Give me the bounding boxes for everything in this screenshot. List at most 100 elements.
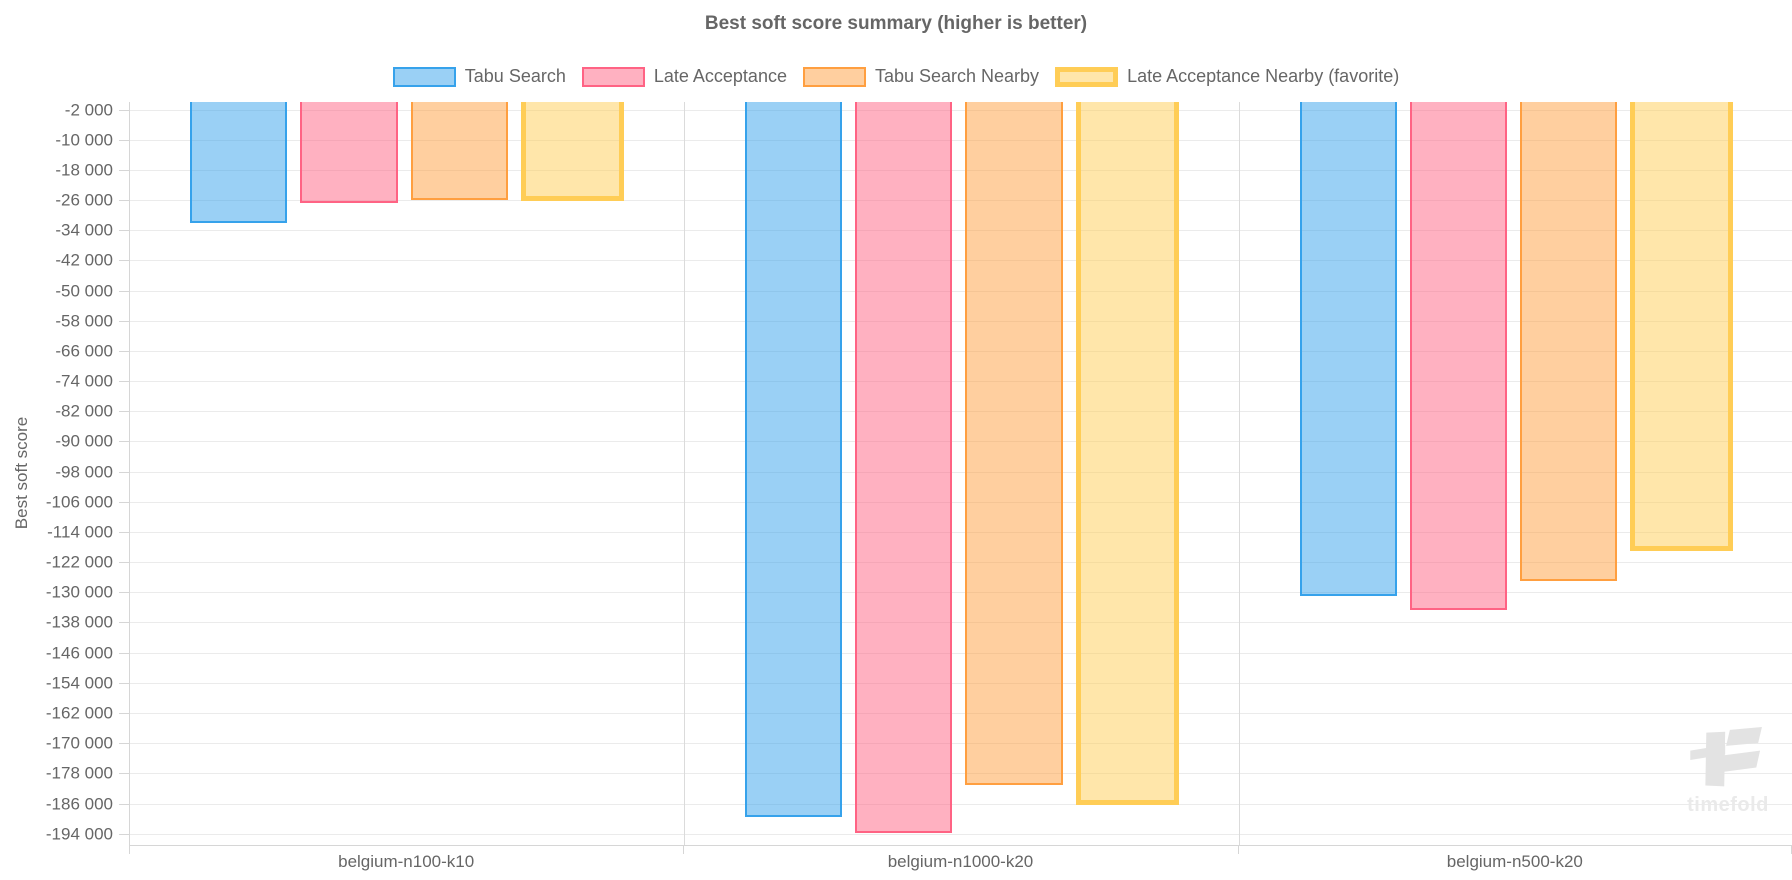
y-tick-label: -2 000 xyxy=(64,100,113,120)
y-tick-mark xyxy=(119,230,129,232)
x-axis-labels: belgium-n100-k10 belgium-n1000-k20 belgi… xyxy=(129,852,1792,872)
y-tick-label: -34 000 xyxy=(55,220,113,240)
legend-label: Tabu Search xyxy=(464,66,566,86)
legend: Tabu Search Late Acceptance Tabu Search Ne… xyxy=(0,66,1792,87)
h-gridline xyxy=(130,833,1792,835)
legend-item-late-acceptance[interactable]: Late Acceptance xyxy=(581,66,787,87)
x-axis-tick xyxy=(1237,845,1239,854)
h-gridline xyxy=(130,562,1792,564)
legend-label: Tabu Search Nearby xyxy=(874,66,1040,86)
bar-group xyxy=(1238,102,1792,845)
y-tick-label: -82 000 xyxy=(55,401,113,421)
h-gridline xyxy=(130,471,1792,473)
x-category-label: belgium-n500-k20 xyxy=(1446,852,1583,871)
timefold-logo-icon xyxy=(1690,727,1762,787)
y-tick-mark xyxy=(119,139,129,141)
h-gridline xyxy=(130,803,1792,805)
legend-swatch xyxy=(802,66,866,87)
y-tick-label: -74 000 xyxy=(55,371,113,391)
y-tick-label: -170 000 xyxy=(45,733,113,753)
legend-item-tabu-search[interactable]: Tabu Search xyxy=(392,66,566,87)
y-tick-mark xyxy=(119,260,129,262)
bar-group xyxy=(130,102,684,845)
y-tick-label: -146 000 xyxy=(45,643,113,663)
y-tick-mark xyxy=(119,562,129,564)
bar-tabu-search-nearby-belgium-n1000-k20[interactable] xyxy=(965,102,1063,785)
legend-swatch xyxy=(1055,66,1119,87)
bar-tabu-search-belgium-n100-k10[interactable] xyxy=(190,102,288,224)
h-gridline xyxy=(130,139,1792,141)
y-tick-label: -18 000 xyxy=(55,160,113,180)
y-tick-mark xyxy=(119,109,129,111)
h-gridline xyxy=(130,411,1792,413)
y-tick-mark xyxy=(119,592,129,594)
bar-late-acceptance-nearby-favorite-belgium-n1000-k20[interactable] xyxy=(1075,102,1179,806)
y-tick-mark xyxy=(119,441,129,443)
y-tick-mark xyxy=(119,290,129,292)
bar-late-acceptance-belgium-n1000-k20[interactable] xyxy=(855,102,953,833)
y-tick-label: -98 000 xyxy=(55,462,113,482)
y-tick-mark xyxy=(119,471,129,473)
h-gridline xyxy=(130,260,1792,262)
y-tick-label: -154 000 xyxy=(45,673,113,693)
bar-late-acceptance-nearby-favorite-belgium-n100-k10[interactable] xyxy=(520,102,625,201)
y-tick-mark xyxy=(119,411,129,413)
y-tick-label: -10 000 xyxy=(55,130,113,150)
y-tick-mark xyxy=(119,803,129,805)
bar-tabu-search-belgium-n500-k20[interactable] xyxy=(1299,102,1397,597)
h-gridline xyxy=(130,652,1792,654)
y-tick-label: -130 000 xyxy=(45,582,113,602)
y-tick-mark xyxy=(119,200,129,202)
y-tick-mark xyxy=(119,652,129,654)
bar-late-acceptance-belgium-n100-k10[interactable] xyxy=(300,102,398,203)
legend-item-tabu-search-nearby[interactable]: Tabu Search Nearby xyxy=(802,66,1040,87)
x-category-label: belgium-n100-k10 xyxy=(338,852,475,871)
y-tick-label: -42 000 xyxy=(55,250,113,270)
bar-late-acceptance-nearby-favorite-belgium-n500-k20[interactable] xyxy=(1629,102,1733,551)
y-tick-mark xyxy=(119,531,129,533)
h-gridline xyxy=(130,169,1792,171)
y-tick-label: -138 000 xyxy=(45,612,113,632)
bar-late-acceptance-belgium-n500-k20[interactable] xyxy=(1409,102,1507,610)
y-tick-mark xyxy=(119,743,129,745)
y-tick-label: -122 000 xyxy=(45,552,113,572)
y-tick-label: -90 000 xyxy=(55,431,113,451)
bar-tabu-search-belgium-n1000-k20[interactable] xyxy=(745,102,843,818)
h-gridline xyxy=(130,531,1792,533)
x-axis-tick xyxy=(683,845,685,854)
y-tick-label: -178 000 xyxy=(45,763,113,783)
x-axis-tick xyxy=(129,845,130,854)
legend-swatch xyxy=(392,66,456,87)
y-tick-mark xyxy=(119,682,129,684)
legend-label: Late Acceptance Nearby (favorite) xyxy=(1127,66,1400,86)
legend-item-late-acceptance-nearby-favorite[interactable]: Late Acceptance Nearby (favorite) xyxy=(1055,66,1399,87)
h-gridline xyxy=(130,320,1792,322)
h-gridline xyxy=(130,773,1792,775)
h-gridline xyxy=(130,712,1792,714)
watermark-text: timefold xyxy=(1687,794,1769,816)
h-gridline xyxy=(130,501,1792,503)
bar-tabu-search-nearby-belgium-n100-k10[interactable] xyxy=(410,102,508,201)
y-tick-label: -26 000 xyxy=(55,190,113,210)
y-tick-label: -162 000 xyxy=(45,703,113,723)
x-category-label: belgium-n1000-k20 xyxy=(887,852,1034,871)
y-tick-mark xyxy=(119,320,129,322)
watermark: timefold xyxy=(1680,727,1776,817)
h-gridline xyxy=(130,622,1792,624)
plot-area: -2 000 -10 000 -18 000 -26 000 -34 000 -42 00… xyxy=(46,101,1792,846)
y-tick-label: -194 000 xyxy=(45,824,113,844)
y-tick-mark xyxy=(119,833,129,835)
bar-tabu-search-nearby-belgium-n500-k20[interactable] xyxy=(1519,102,1617,581)
h-gridline xyxy=(130,743,1792,745)
y-axis-title: Best soft score xyxy=(12,416,31,530)
chart-title: Best soft score summary (higher is bette… xyxy=(704,13,1088,34)
y-tick-label: -114 000 xyxy=(47,522,113,542)
y-tick-label: -66 000 xyxy=(55,341,113,361)
y-tick-label: -186 000 xyxy=(45,794,113,813)
y-tick-label: -58 000 xyxy=(55,311,113,331)
legend-swatch xyxy=(581,66,645,87)
legend-label: Late Acceptance xyxy=(653,66,787,86)
h-gridline xyxy=(130,381,1792,383)
bar-group xyxy=(684,102,1238,845)
